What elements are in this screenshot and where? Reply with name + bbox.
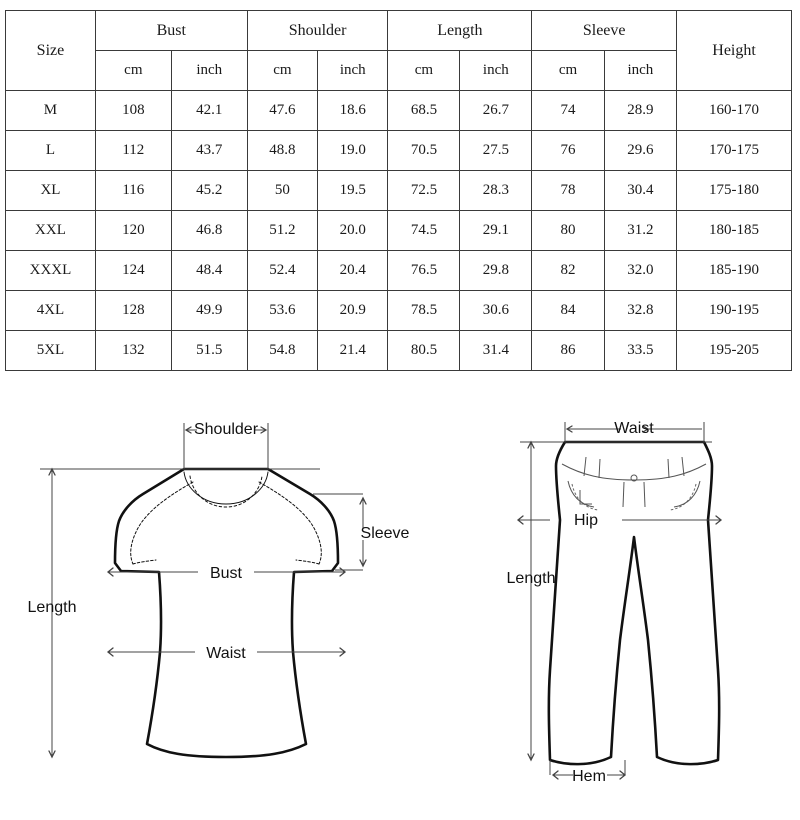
svg-text:Shoulder: Shoulder [194, 421, 259, 438]
svg-text:Waist: Waist [614, 420, 654, 437]
svg-text:Bust: Bust [210, 565, 243, 582]
svg-text:Length: Length [507, 570, 556, 587]
svg-text:Hem: Hem [572, 768, 606, 785]
svg-text:Waist: Waist [206, 645, 246, 662]
svg-text:Length: Length [28, 599, 77, 616]
svg-text:Hip: Hip [574, 512, 598, 529]
